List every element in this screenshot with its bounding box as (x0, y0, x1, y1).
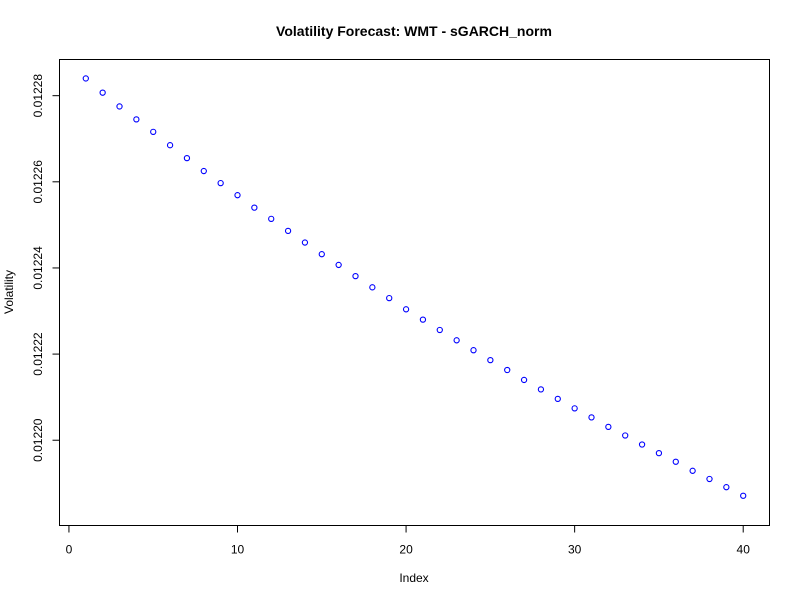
data-point (82, 75, 89, 82)
data-point (116, 103, 123, 110)
data-point (723, 484, 730, 491)
plot-area (59, 59, 770, 526)
data-point (571, 405, 578, 412)
data-point (487, 356, 494, 364)
data-point (166, 142, 174, 149)
y-axis: 0.01220 0.01222 0.01224 0.01226 0.01228 (31, 74, 60, 462)
y-tick-label: 0.01220 (31, 418, 45, 462)
data-point (706, 475, 713, 483)
data-point (537, 386, 545, 393)
data-point (369, 284, 376, 291)
data-point (605, 423, 612, 431)
data-point (672, 458, 679, 465)
data-point (133, 116, 140, 123)
data-point (402, 306, 410, 313)
data-point (740, 492, 747, 499)
x-tick-label: 0 (66, 543, 73, 557)
data-point (150, 128, 157, 136)
data-point (234, 192, 241, 199)
data-point (655, 449, 663, 457)
data-point (689, 467, 696, 474)
data-points (82, 75, 747, 499)
data-point (217, 179, 224, 187)
y-tick-label: 0.01222 (31, 332, 45, 376)
y-tick-label: 0.01224 (31, 246, 45, 290)
x-tick-label: 30 (568, 543, 582, 557)
data-point (504, 366, 511, 374)
x-axis-label: Index (399, 571, 428, 585)
data-point (335, 261, 342, 269)
x-axis: 0 10 20 30 40 (66, 525, 751, 557)
data-point (301, 239, 309, 246)
data-point (638, 441, 646, 448)
data-point (99, 89, 106, 96)
y-tick-label: 0.01226 (31, 160, 45, 204)
data-point (520, 376, 528, 384)
x-tick-label: 40 (737, 543, 751, 557)
y-axis-label: Volatility (2, 270, 16, 314)
chart-title: Volatility Forecast: WMT - sGARCH_norm (276, 23, 552, 39)
x-tick-label: 20 (399, 543, 413, 557)
data-point (436, 326, 443, 334)
y-tick-label: 0.01228 (31, 74, 45, 118)
data-point (268, 215, 275, 223)
data-point (554, 395, 561, 403)
data-point (386, 294, 393, 302)
data-point (453, 337, 460, 344)
data-point (622, 432, 629, 439)
data-point (251, 204, 258, 211)
x-tick-label: 10 (231, 543, 245, 557)
data-point (200, 167, 207, 175)
data-point (183, 154, 191, 162)
data-point (318, 251, 325, 258)
data-point (470, 347, 477, 354)
data-point (352, 272, 359, 280)
data-point (419, 316, 427, 323)
data-point (284, 227, 292, 235)
data-point (588, 414, 595, 421)
